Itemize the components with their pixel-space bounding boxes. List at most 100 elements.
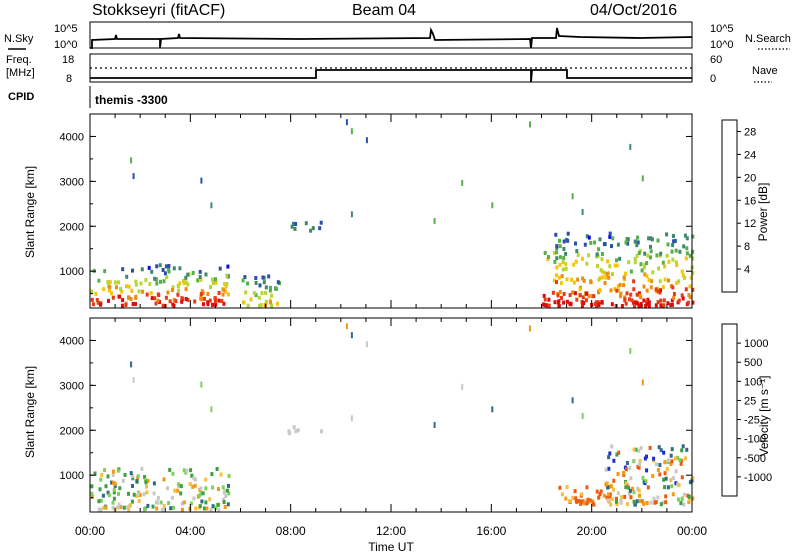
- time-tick-label: 16:00: [476, 524, 506, 538]
- velocity-cell: [106, 490, 110, 495]
- velocity-cell: [612, 478, 616, 483]
- power-cell: [681, 296, 685, 301]
- power-cell: [682, 244, 686, 249]
- velocity-cell: [179, 491, 183, 496]
- power-cell: [564, 251, 568, 256]
- power-cell: [602, 242, 606, 247]
- velocity-cell: [170, 495, 174, 500]
- power-cell: [108, 280, 112, 285]
- power-cell: [148, 282, 152, 286]
- power-cell: [117, 280, 121, 285]
- power-cell: [649, 244, 652, 249]
- velocity-cell: [597, 495, 601, 500]
- power-cell: [111, 295, 115, 300]
- power-cell: [562, 239, 566, 244]
- velocity-cell: [687, 497, 691, 502]
- power-cell: [200, 297, 204, 302]
- velocity-cell: [226, 488, 229, 493]
- power-cell: [546, 257, 550, 262]
- velocity-cell: [632, 499, 636, 504]
- power-cell: [596, 264, 599, 269]
- power-cell: [124, 303, 128, 307]
- power-cell: [568, 301, 572, 306]
- velocity-cell: [676, 455, 679, 460]
- power-cell: [558, 255, 562, 260]
- power-cell: [246, 303, 250, 308]
- velocity-isolated-cell: [350, 415, 353, 422]
- power-cell: [214, 280, 218, 285]
- power-cell: [674, 260, 678, 265]
- power-cell: [108, 285, 112, 290]
- velocity-cell: [591, 499, 595, 504]
- power-colorbar-label: 16: [744, 195, 756, 207]
- power-cell: [553, 259, 557, 264]
- velocity-cell: [587, 499, 591, 504]
- velocity-cell: [579, 499, 583, 504]
- time-tick-label: 00:00: [75, 524, 105, 538]
- velocity-cell: [670, 484, 674, 489]
- velocity-cell: [223, 489, 227, 493]
- velocity-cell: [217, 487, 220, 491]
- power-cell: [574, 241, 577, 246]
- freq-tick-top: 18: [62, 54, 74, 66]
- velocity-cell: [619, 500, 623, 505]
- velocity-ytick-label: 1000: [60, 470, 84, 482]
- power-cell: [614, 304, 618, 308]
- power-cell: [120, 289, 124, 294]
- velocity-cell: [658, 472, 662, 477]
- velocity-cell: [208, 497, 212, 502]
- velocity-isolated-cell: [345, 323, 348, 330]
- velocity-cell: [191, 484, 195, 489]
- velocity-isolated-cell: [491, 406, 494, 413]
- velocity-cell: [652, 496, 656, 501]
- velocity-cell: [222, 497, 226, 502]
- velocity-cell: [632, 490, 636, 495]
- velocity-cell: [579, 501, 583, 506]
- power-cell: [672, 292, 676, 296]
- power-cell: [619, 294, 623, 299]
- power-cell: [97, 278, 101, 283]
- velocity-cell: [645, 454, 648, 459]
- power-cell: [671, 285, 675, 290]
- power-cell: [688, 284, 692, 289]
- power-cell: [647, 300, 651, 305]
- power-cell: [547, 255, 550, 259]
- velocity-cell: [558, 485, 562, 490]
- power-cell: [681, 273, 685, 278]
- power-cell: [642, 284, 646, 289]
- power-cell: [565, 299, 569, 304]
- velocity-cell: [227, 483, 230, 488]
- velocity-cell: [606, 485, 610, 490]
- power-cell: [658, 279, 662, 284]
- power-cell: [645, 288, 649, 293]
- velocity-y-ticks: 1000 2000 3000 4000: [60, 335, 692, 499]
- power-cell: [654, 303, 658, 308]
- velocity-cell: [646, 485, 650, 490]
- power-cell: [656, 289, 660, 294]
- power-ylabel: Slant Range [km]: [23, 166, 37, 258]
- power-cell: [560, 295, 563, 300]
- power-cell: [171, 285, 175, 290]
- velocity-cell: [104, 484, 108, 489]
- velocity-cell: [185, 468, 189, 473]
- power-cell: [165, 275, 169, 280]
- power-cell: [601, 275, 605, 280]
- power-cell: [650, 279, 653, 284]
- velocity-cell: [138, 493, 142, 497]
- power-cell: [691, 271, 695, 276]
- velocity-cell: [664, 476, 668, 481]
- velocity-cell: [614, 499, 618, 504]
- velocity-panel: Slant Range [km] 1000 2000 3000 4000 1000 50…: [23, 317, 772, 513]
- velocity-cell: [617, 450, 621, 455]
- power-cell: [159, 279, 162, 284]
- power-cell: [616, 242, 620, 247]
- velocity-cell: [640, 499, 644, 504]
- power-cell: [562, 300, 566, 305]
- velocity-cell: [156, 496, 160, 500]
- velocity-cell: [612, 458, 616, 463]
- velocity-cell: [151, 504, 155, 509]
- velocity-cell: [112, 469, 115, 474]
- power-cell: [264, 285, 268, 290]
- power-cell: [620, 304, 624, 308]
- power-cell: [554, 273, 558, 278]
